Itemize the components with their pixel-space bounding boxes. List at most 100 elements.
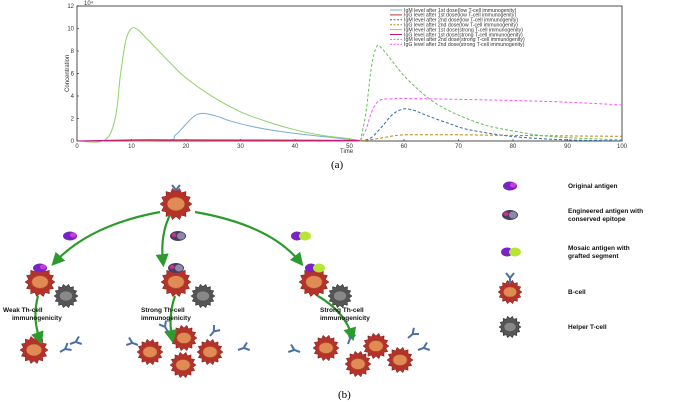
antibody-icon xyxy=(347,331,357,345)
b-cell-icon xyxy=(298,266,330,298)
legend-label-6: IgM level after 2nd dose(strong T-cell i… xyxy=(404,37,525,43)
branch-label-weak-line1: Weak Th-cell xyxy=(3,307,43,314)
x-tick-label: 100 xyxy=(617,144,628,150)
series-line-0 xyxy=(76,112,361,142)
b-cell-icon xyxy=(170,324,198,352)
series-lines xyxy=(76,27,623,143)
key-label: B-cell xyxy=(568,289,586,296)
antibody-icon xyxy=(407,327,420,339)
arrow-down-right xyxy=(317,295,357,342)
antibody-icon xyxy=(287,343,301,353)
y-tick-label: 2 xyxy=(71,117,75,123)
series-line-3 xyxy=(360,134,623,142)
b-cell-icon xyxy=(344,350,372,378)
arrow-down-left xyxy=(31,295,44,345)
original-antigen-icon xyxy=(503,181,517,191)
y-tick-label: 0 xyxy=(71,139,75,145)
cell-drawings xyxy=(19,184,431,379)
arrow-right xyxy=(194,210,304,267)
legend-label-0: IgM level after 1st dose(low T-cell immu… xyxy=(404,8,517,14)
helper-t-cell-icon xyxy=(190,283,216,309)
antibody-icon xyxy=(237,341,251,351)
antibody-icon xyxy=(417,341,431,351)
x-ticks: 0 10 20 30 40 50 60 70 80 90 100 xyxy=(75,139,628,150)
key-label: Helper T-cell xyxy=(568,324,607,331)
y-ticks: 0 2 4 6 8 10 12 xyxy=(67,4,79,145)
diagram-key: Original antigen Engineered antigen withc… xyxy=(497,181,643,339)
b-cell-top xyxy=(159,187,193,221)
y-tick-label: 12 xyxy=(67,4,74,10)
branch-label-strong-2-line2: immunogenicity xyxy=(320,315,370,322)
y-tick-label: 8 xyxy=(71,49,75,55)
series-line-5 xyxy=(76,139,361,142)
key-item-4: Helper T-cell xyxy=(498,315,607,339)
x-tick-label: 50 xyxy=(346,144,353,150)
x-tick-label: 80 xyxy=(510,144,517,150)
y-tick-label: 6 xyxy=(71,72,75,78)
x-axis-label: Time xyxy=(340,149,354,155)
helper-t-cell-icon xyxy=(498,315,522,339)
x-tick-label: 0 xyxy=(75,144,79,150)
mosaic-antigen-icon xyxy=(305,263,325,273)
arrow-down-middle xyxy=(164,295,178,344)
engineered-antigen-icon xyxy=(502,210,518,220)
b-cell-icon xyxy=(497,279,523,305)
x-tick-label: 10 xyxy=(128,144,135,150)
engineered-antigen-icon xyxy=(170,231,186,241)
y-axis-label: Concentration xyxy=(65,55,71,92)
arrow-left xyxy=(51,210,161,266)
caption-a: (a) xyxy=(331,159,344,171)
b-cell-icon xyxy=(160,266,192,298)
x-tick-label: 60 xyxy=(401,144,408,150)
antibody-icon xyxy=(59,342,72,353)
mosaic-antigen-icon xyxy=(291,231,311,241)
b-cell-icon xyxy=(19,335,49,365)
engineered-antigen-icon xyxy=(168,263,184,273)
branch-label-strong-2-line1: Strong Th-cell xyxy=(320,307,364,314)
caption-b: (b) xyxy=(338,389,351,401)
b-cell-icon xyxy=(24,266,56,298)
x-tick-label: 90 xyxy=(564,144,571,150)
branch-label-strong-1-line2: immunogenicity xyxy=(141,315,191,322)
b-cell-icon xyxy=(312,334,340,362)
legend-label-7: IgG level after 2nd dose(strong T-cell i… xyxy=(404,42,525,48)
b-cell-icon xyxy=(386,346,414,374)
x-tick-label: 20 xyxy=(183,144,190,150)
key-label: Engineered antigen with xyxy=(568,208,643,215)
x-tick-label: 40 xyxy=(292,144,299,150)
mosaic-antigen-icon xyxy=(501,247,521,257)
b-cell-icon xyxy=(169,351,197,379)
legend-label-4: IgM level after 1st dose(strong T-cell i… xyxy=(404,27,523,33)
helper-t-cell-icon xyxy=(53,283,79,309)
series-line-6 xyxy=(359,44,623,142)
legend-label-5: IgG level after 1st dose(strong T-cell i… xyxy=(404,32,523,38)
key-item-3: B-cell xyxy=(497,272,586,305)
b-cell-icon xyxy=(136,338,164,366)
x-tick-label: 70 xyxy=(455,144,462,150)
original-antigen-icon xyxy=(33,263,47,273)
immunogenicity-diagram: Weak Th-cell immunogenicity Strong Th-ce… xyxy=(3,181,643,401)
arrow-middle xyxy=(155,214,171,268)
x-tick-label: 30 xyxy=(237,144,244,150)
y-tick-label: 4 xyxy=(71,94,75,100)
series-line-4 xyxy=(76,27,361,143)
antibody-icon xyxy=(69,335,83,345)
key-label: Original antigen xyxy=(568,183,618,190)
series-line-2 xyxy=(360,108,623,142)
legend-label-1: IgG level after 1st dose(low T-cell immu… xyxy=(404,13,516,19)
b-cell-icon xyxy=(196,338,224,366)
line-chart: 10⁴ Concentration Time 0 10 20 30 40 50 60 70 80… xyxy=(65,0,628,171)
y-tick-label: 10 xyxy=(67,27,74,33)
y-axis-multiplier: 10⁴ xyxy=(84,0,94,7)
legend: IgM level after 1st dose(low T-cell immu… xyxy=(390,8,525,48)
branch-label-strong-1-line1: Strong Th-cell xyxy=(141,307,185,314)
antibody-icon xyxy=(125,336,139,346)
key-item-0: Original antigen xyxy=(503,181,618,191)
legend-label-3: IgG level after 2nd dose(low T-cell immu… xyxy=(404,23,518,29)
key-label: Mosaic antigen with xyxy=(568,245,630,252)
legend-label-2: IgM level after 2nd dose(low T-cell immu… xyxy=(404,18,518,24)
antibody-icon xyxy=(505,272,515,284)
helper-t-cell-icon xyxy=(327,283,353,309)
